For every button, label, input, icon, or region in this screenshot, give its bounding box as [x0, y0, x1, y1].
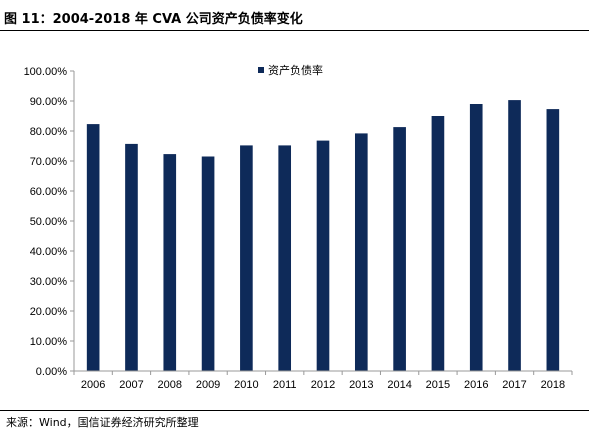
title-divider — [0, 30, 589, 31]
bar-2011 — [278, 145, 292, 371]
bar-2017 — [508, 100, 521, 371]
x-tick-label: 2009 — [196, 379, 220, 391]
bar-2013 — [354, 133, 368, 371]
y-tick-label: 30.00% — [30, 276, 68, 288]
x-tick-label: 2011 — [273, 379, 297, 391]
y-tick-label: 70.00% — [30, 156, 68, 168]
x-tick-label: 2008 — [158, 379, 182, 391]
y-tick-label: 90.00% — [30, 96, 68, 108]
bar-2014 — [393, 127, 406, 371]
source-divider — [0, 410, 589, 411]
x-tick-label: 2007 — [119, 379, 143, 391]
y-tick-label: 10.00% — [30, 336, 68, 348]
bar-chart: 0.00% 10.00% 20.00% 30.00% 40.00% 50.00% 60.00… — [24, 63, 573, 391]
x-tick-label: 2012 — [311, 379, 335, 391]
figure-source: 来源：Wind，国信证券经济研究所整理 — [6, 416, 199, 429]
legend-label: 资产负债率 — [268, 63, 323, 77]
bar-2009 — [201, 156, 215, 371]
y-tick-label: 0.00% — [36, 366, 67, 378]
figure-title: 图 11：2004-2018 年 CVA 公司资产负债率变化 — [4, 12, 303, 27]
x-tick-label: 2010 — [234, 379, 258, 391]
bar-2006 — [86, 124, 100, 371]
x-tick-label: 2016 — [464, 379, 488, 391]
bar-2015 — [431, 116, 445, 371]
x-tick-label: 2018 — [541, 379, 565, 391]
bar-2018 — [546, 109, 560, 371]
legend: 资产负债率 — [258, 63, 323, 77]
y-axis: 0.00% 10.00% 20.00% 30.00% 40.00% 50.00% 60.00… — [24, 66, 75, 378]
x-tick-label: 2006 — [81, 379, 105, 391]
x-tick-label: 2013 — [349, 379, 373, 391]
bars — [86, 100, 560, 371]
bar-2008 — [163, 154, 177, 371]
y-tick-label: 80.00% — [30, 126, 68, 138]
y-tick-label: 40.00% — [30, 246, 68, 258]
x-tick-label: 2014 — [387, 379, 411, 391]
figure-header: 图 11：2004-2018 年 CVA 公司资产负债率变化 — [0, 0, 589, 30]
y-tick-label: 100.00% — [24, 66, 68, 78]
bar-2007 — [125, 143, 138, 371]
x-tick-label: 2017 — [502, 379, 526, 391]
x-tick-label: 2015 — [426, 379, 450, 391]
y-tick-label: 60.00% — [30, 186, 68, 198]
bar-2010 — [240, 145, 253, 371]
bar-2016 — [469, 104, 483, 371]
y-tick-label: 50.00% — [30, 216, 68, 228]
legend-swatch — [258, 67, 264, 73]
y-tick-label: 20.00% — [30, 306, 68, 318]
x-axis: 2006 2007 2008 2009 2010 2011 2012 2013 2014 2015… — [73, 370, 573, 391]
bar-2012 — [316, 140, 330, 371]
